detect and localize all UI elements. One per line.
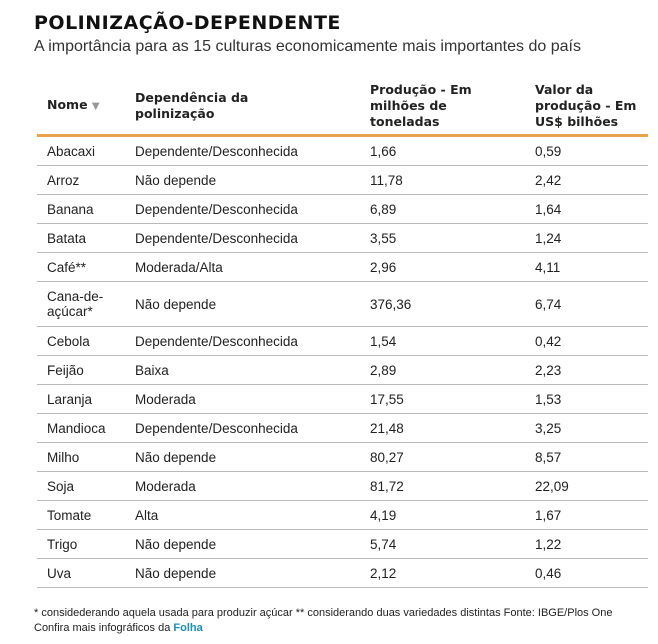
cell-dependency: Dependente/Desconhecida <box>125 194 360 224</box>
column-header-name[interactable]: Nome ▼ <box>37 78 125 137</box>
cell-production: 376,36 <box>360 281 525 327</box>
table-row: Laranja Moderada 17,55 1,53 <box>37 384 648 414</box>
cell-crop-name: Trigo <box>37 529 125 559</box>
table-row: Tomate Alta 4,19 1,67 <box>37 500 648 530</box>
table-row: Arroz Não depende 11,78 2,42 <box>37 165 648 195</box>
cell-dependency: Moderada <box>125 384 360 414</box>
folha-link[interactable]: Folha <box>173 622 203 634</box>
table-row: Batata Dependente/Desconhecida 3,55 1,24 <box>37 223 648 253</box>
cell-production: 2,89 <box>360 355 525 385</box>
crops-table: Nome ▼ Dependência da polinização Produç… <box>37 78 648 588</box>
cell-production: 21,48 <box>360 413 525 443</box>
cell-value: 8,57 <box>525 442 648 472</box>
cell-dependency: Dependente/Desconhecida <box>125 413 360 443</box>
table-row: Banana Dependente/Desconhecida 6,89 1,64 <box>37 194 648 224</box>
cell-value: 1,67 <box>525 500 648 530</box>
cell-production: 5,74 <box>360 529 525 559</box>
table-row: Uva Não depende 2,12 0,46 <box>37 558 648 588</box>
cell-crop-name: Feijão <box>37 355 125 385</box>
cell-production: 11,78 <box>360 165 525 195</box>
column-header-dependency[interactable]: Dependência da polinização <box>125 78 360 137</box>
cell-crop-name: Café** <box>37 252 125 282</box>
cell-value: 2,23 <box>525 355 648 385</box>
cell-crop-name: Arroz <box>37 165 125 195</box>
table-row: Feijão Baixa 2,89 2,23 <box>37 355 648 385</box>
cell-dependency: Moderada/Alta <box>125 252 360 282</box>
cell-production: 80,27 <box>360 442 525 472</box>
cell-value: 1,22 <box>525 529 648 559</box>
table-header-row: Nome ▼ Dependência da polinização Produç… <box>37 78 648 137</box>
cell-value: 1,24 <box>525 223 648 253</box>
cell-value: 6,74 <box>525 281 648 327</box>
cell-production: 17,55 <box>360 384 525 414</box>
cell-dependency: Baixa <box>125 355 360 385</box>
cell-production: 1,66 <box>360 135 525 166</box>
cell-crop-name: Laranja <box>37 384 125 414</box>
page-title: POLINIZAÇÃO-DEPENDENTE <box>34 12 341 34</box>
cell-crop-name: Soja <box>37 471 125 501</box>
cell-crop-name: Batata <box>37 223 125 253</box>
cell-crop-name: Cebola <box>37 326 125 356</box>
cell-production: 4,19 <box>360 500 525 530</box>
cell-dependency: Não depende <box>125 558 360 588</box>
cell-production: 6,89 <box>360 194 525 224</box>
table-row: Cana-de-açúcar* Não depende 376,36 6,74 <box>37 281 648 327</box>
table-row: Soja Moderada 81,72 22,09 <box>37 471 648 501</box>
cell-dependency: Não depende <box>125 165 360 195</box>
cell-dependency: Dependente/Desconhecida <box>125 326 360 356</box>
cell-production: 81,72 <box>360 471 525 501</box>
more-infographics: Confira mais infográficos da Folha <box>34 622 203 634</box>
cell-dependency: Não depende <box>125 442 360 472</box>
cell-production: 2,96 <box>360 252 525 282</box>
cell-value: 0,42 <box>525 326 648 356</box>
cell-crop-name: Uva <box>37 558 125 588</box>
cell-value: 0,59 <box>525 135 648 166</box>
table-row: Cebola Dependente/Desconhecida 1,54 0,42 <box>37 326 648 356</box>
cell-value: 2,42 <box>525 165 648 195</box>
column-header-value[interactable]: Valor da produção - Em US$ bilhões <box>525 78 648 137</box>
cell-crop-name: Banana <box>37 194 125 224</box>
cell-dependency: Não depende <box>125 281 360 327</box>
cell-value: 0,46 <box>525 558 648 588</box>
cell-crop-name: Abacaxi <box>37 135 125 166</box>
table-row: Milho Não depende 80,27 8,57 <box>37 442 648 472</box>
cell-dependency: Alta <box>125 500 360 530</box>
cell-crop-name: Cana-de-açúcar* <box>37 281 125 327</box>
cell-crop-name: Mandioca <box>37 413 125 443</box>
cell-value: 4,11 <box>525 252 648 282</box>
sort-down-icon[interactable]: ▼ <box>91 101 100 112</box>
footnote: * considederando aquela usada para produ… <box>34 607 613 619</box>
cell-value: 22,09 <box>525 471 648 501</box>
cell-production: 3,55 <box>360 223 525 253</box>
cell-value: 1,64 <box>525 194 648 224</box>
cell-production: 1,54 <box>360 326 525 356</box>
table-row: Abacaxi Dependente/Desconhecida 1,66 0,59 <box>37 135 648 166</box>
table-row: Trigo Não depende 5,74 1,22 <box>37 529 648 559</box>
column-header-production[interactable]: Produção - Em milhões de toneladas <box>360 78 525 137</box>
cell-production: 2,12 <box>360 558 525 588</box>
cell-dependency: Moderada <box>125 471 360 501</box>
cell-dependency: Dependente/Desconhecida <box>125 135 360 166</box>
table-row: Mandioca Dependente/Desconhecida 21,48 3,25 <box>37 413 648 443</box>
cell-crop-name: Milho <box>37 442 125 472</box>
page-subtitle: A importância para as 15 culturas econom… <box>34 38 581 55</box>
cell-dependency: Não depende <box>125 529 360 559</box>
cell-value: 1,53 <box>525 384 648 414</box>
table-row: Café** Moderada/Alta 2,96 4,11 <box>37 252 648 282</box>
cell-dependency: Dependente/Desconhecida <box>125 223 360 253</box>
cell-crop-name: Tomate <box>37 500 125 530</box>
cell-value: 3,25 <box>525 413 648 443</box>
